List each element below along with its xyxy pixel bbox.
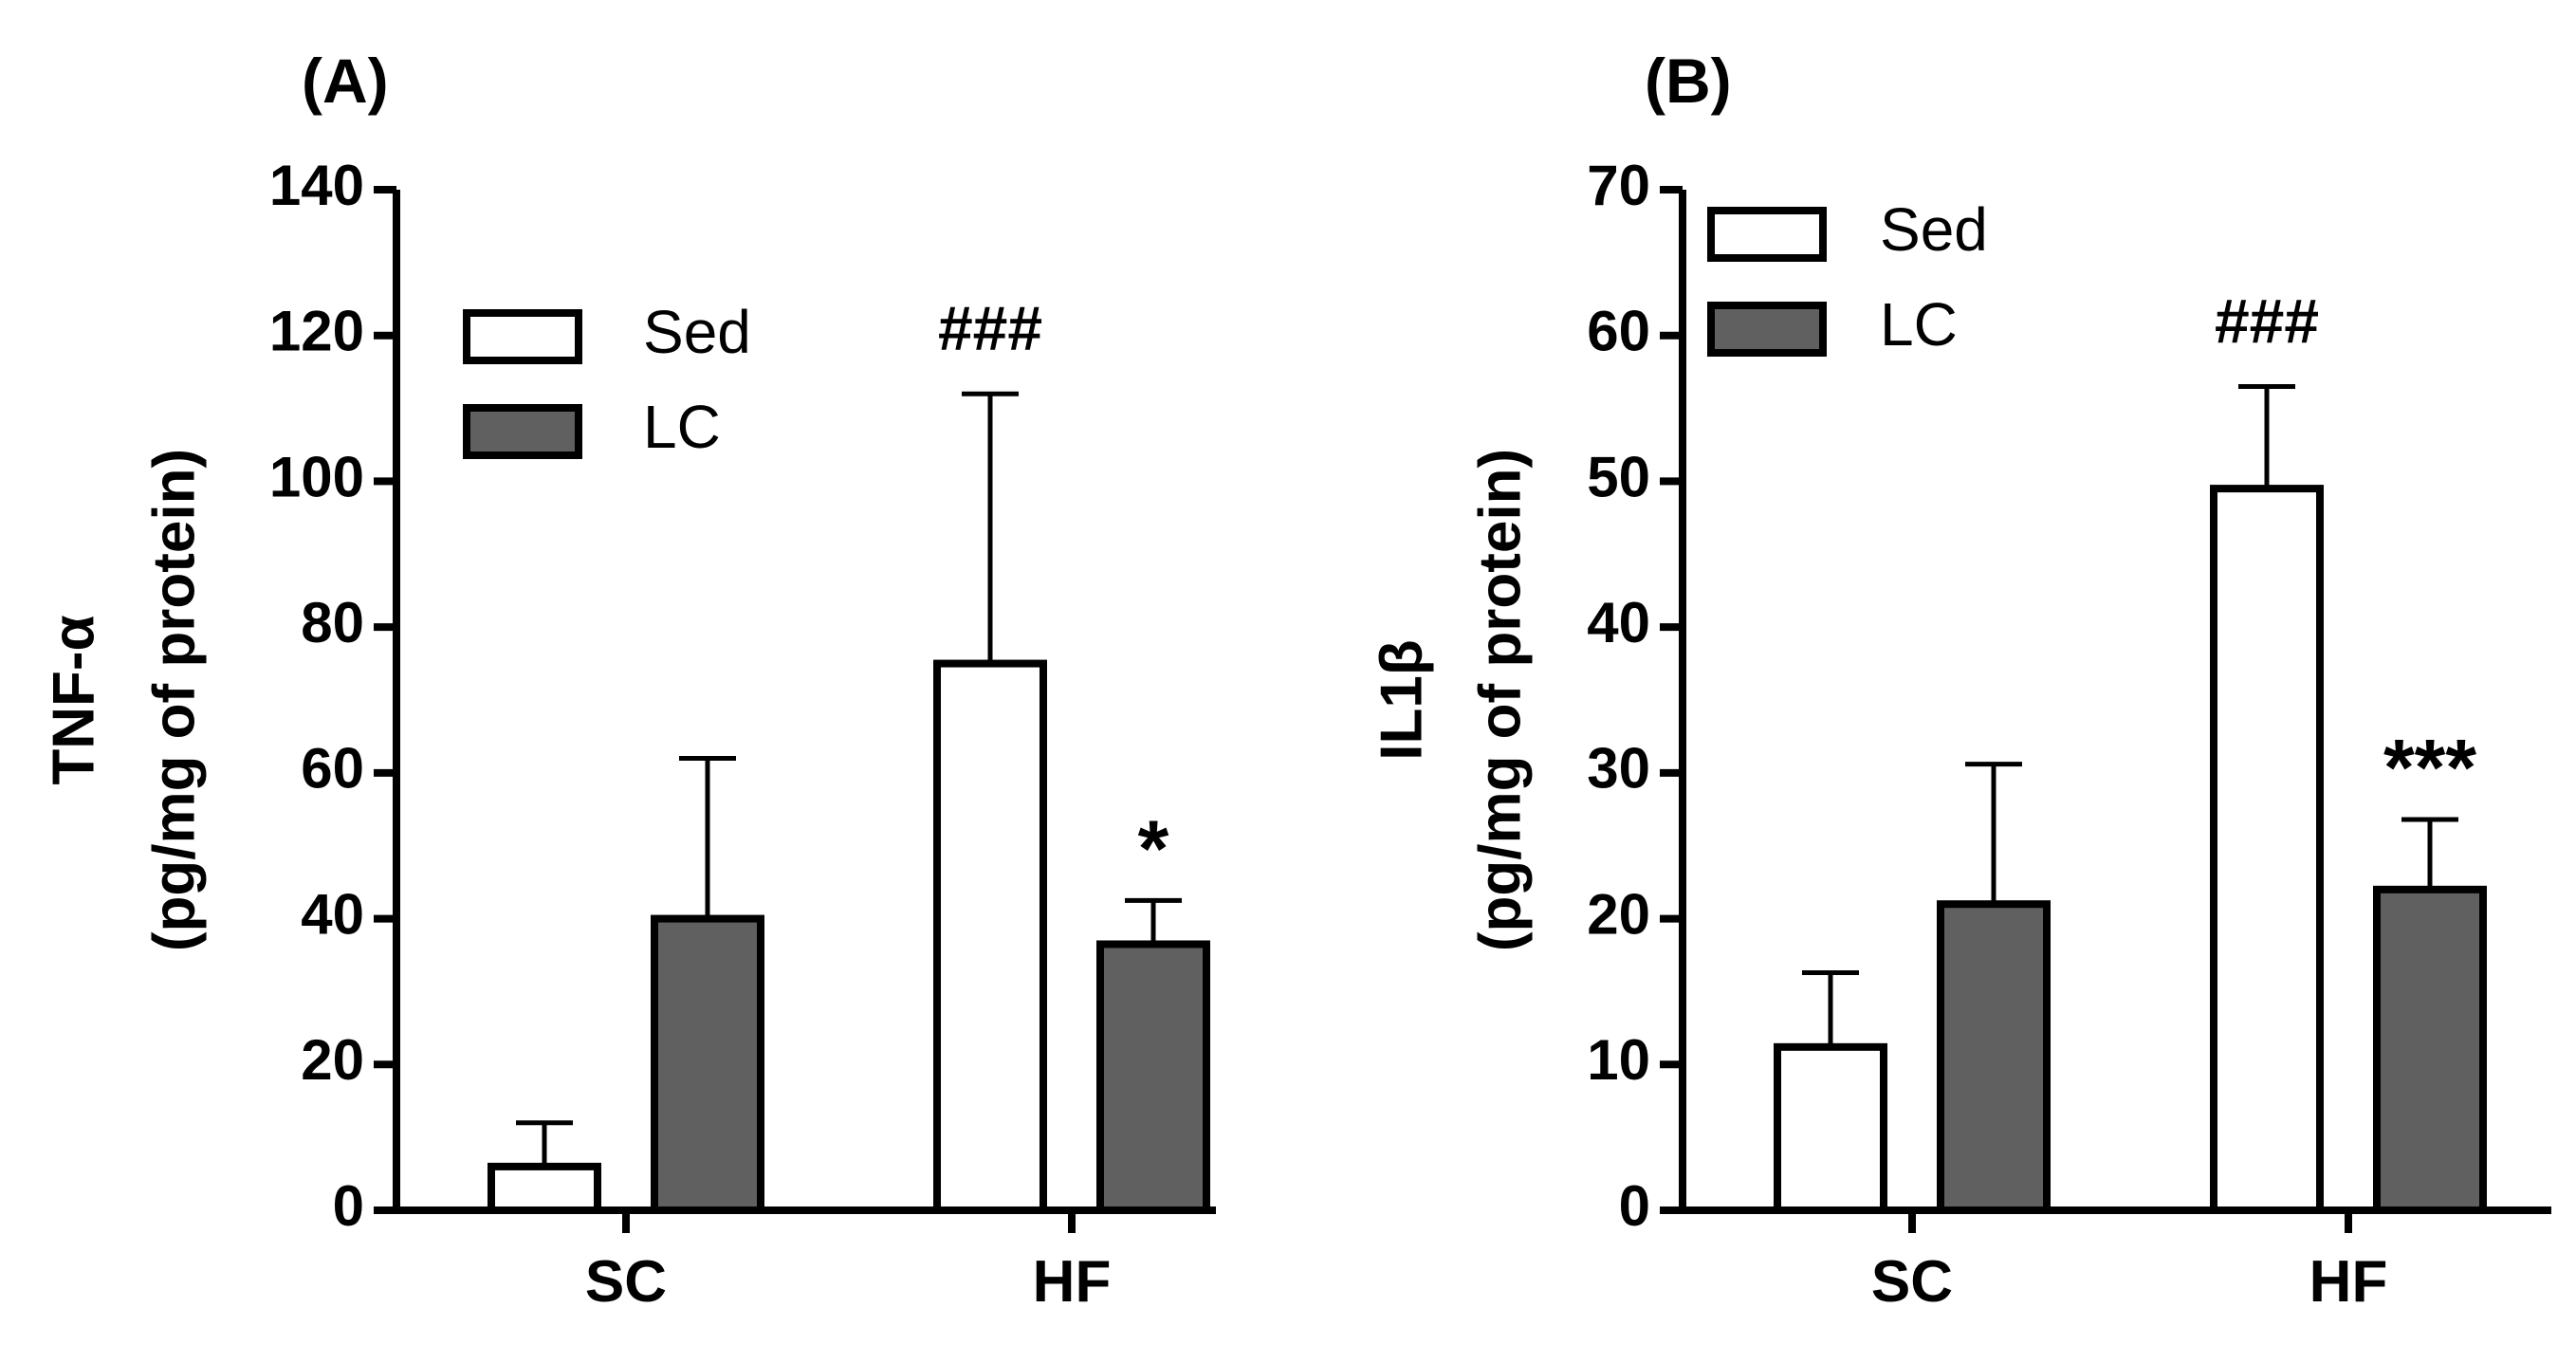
y-tick-label: 0 <box>1619 1174 1650 1238</box>
y-axis-label-line1: IL1β <box>1369 639 1434 760</box>
y-tick-label: 60 <box>301 737 364 801</box>
x-tick-label: SC <box>1871 1249 1953 1315</box>
legend-swatch-sed <box>463 309 582 364</box>
bar-sed-hf <box>933 659 1047 1214</box>
significance-annotation: ### <box>2215 286 2319 357</box>
y-tick-label: 30 <box>1587 737 1650 801</box>
y-tick-label: 40 <box>1587 591 1650 654</box>
y-tick-label: 20 <box>301 1028 364 1092</box>
y-tick-label: 100 <box>269 445 364 508</box>
y-tick-label: 80 <box>301 591 364 654</box>
significance-annotation: * <box>1138 803 1169 893</box>
legend-label-lc: LC <box>643 393 721 461</box>
panel-label: (B) <box>1645 46 1732 116</box>
y-axis-label-line2: (pg/mg of protein) <box>1467 449 1533 951</box>
legend-swatch-lc <box>1707 302 1827 357</box>
legend-label-sed: Sed <box>1880 195 1988 264</box>
y-tick-label: 0 <box>333 1174 364 1238</box>
y-tick-label: 120 <box>269 300 364 363</box>
significance-annotation: ### <box>938 293 1042 363</box>
x-tick-label: SC <box>585 1249 667 1315</box>
panel-a-chart: (A) TNF-α (pg/mg of protein) ### * 0 20 40 60 80 1… <box>41 46 1216 1315</box>
bar-lc-hf <box>1096 940 1210 1214</box>
x-tick-label: HF <box>1033 1249 1112 1315</box>
legend-swatch-sed <box>1707 207 1827 262</box>
significance-annotation: *** <box>2383 723 2476 812</box>
y-tick-label: 40 <box>301 882 364 946</box>
y-tick-label: 10 <box>1587 1028 1650 1092</box>
y-axis-label-line2: (pg/mg of protein) <box>141 449 207 951</box>
legend-swatch-lc <box>463 404 582 459</box>
panel-b-chart: (B) IL1β (pg/mg of protein) ### *** 0 10 20 30 40… <box>1369 46 2551 1315</box>
y-tick-label: 60 <box>1587 300 1650 363</box>
y-tick-label: 70 <box>1587 154 1650 217</box>
y-axis-label-line1: TNF-α <box>41 615 106 784</box>
legend-label-sed: Sed <box>643 298 751 366</box>
y-tick-label: 140 <box>269 154 364 217</box>
bar-sed-hf <box>2210 485 2324 1214</box>
bar-sed-sc <box>1774 1042 1887 1214</box>
legend-label-lc: LC <box>1880 290 1958 359</box>
x-tick-label: HF <box>2309 1249 2388 1315</box>
bar-lc-sc <box>651 914 764 1214</box>
bar-lc-hf <box>2373 885 2487 1214</box>
y-tick-label: 50 <box>1587 445 1650 508</box>
panel-label: (A) <box>302 46 389 116</box>
bar-sed-sc <box>488 1162 601 1215</box>
y-tick-label: 20 <box>1587 882 1650 946</box>
bar-lc-sc <box>1937 900 2051 1214</box>
